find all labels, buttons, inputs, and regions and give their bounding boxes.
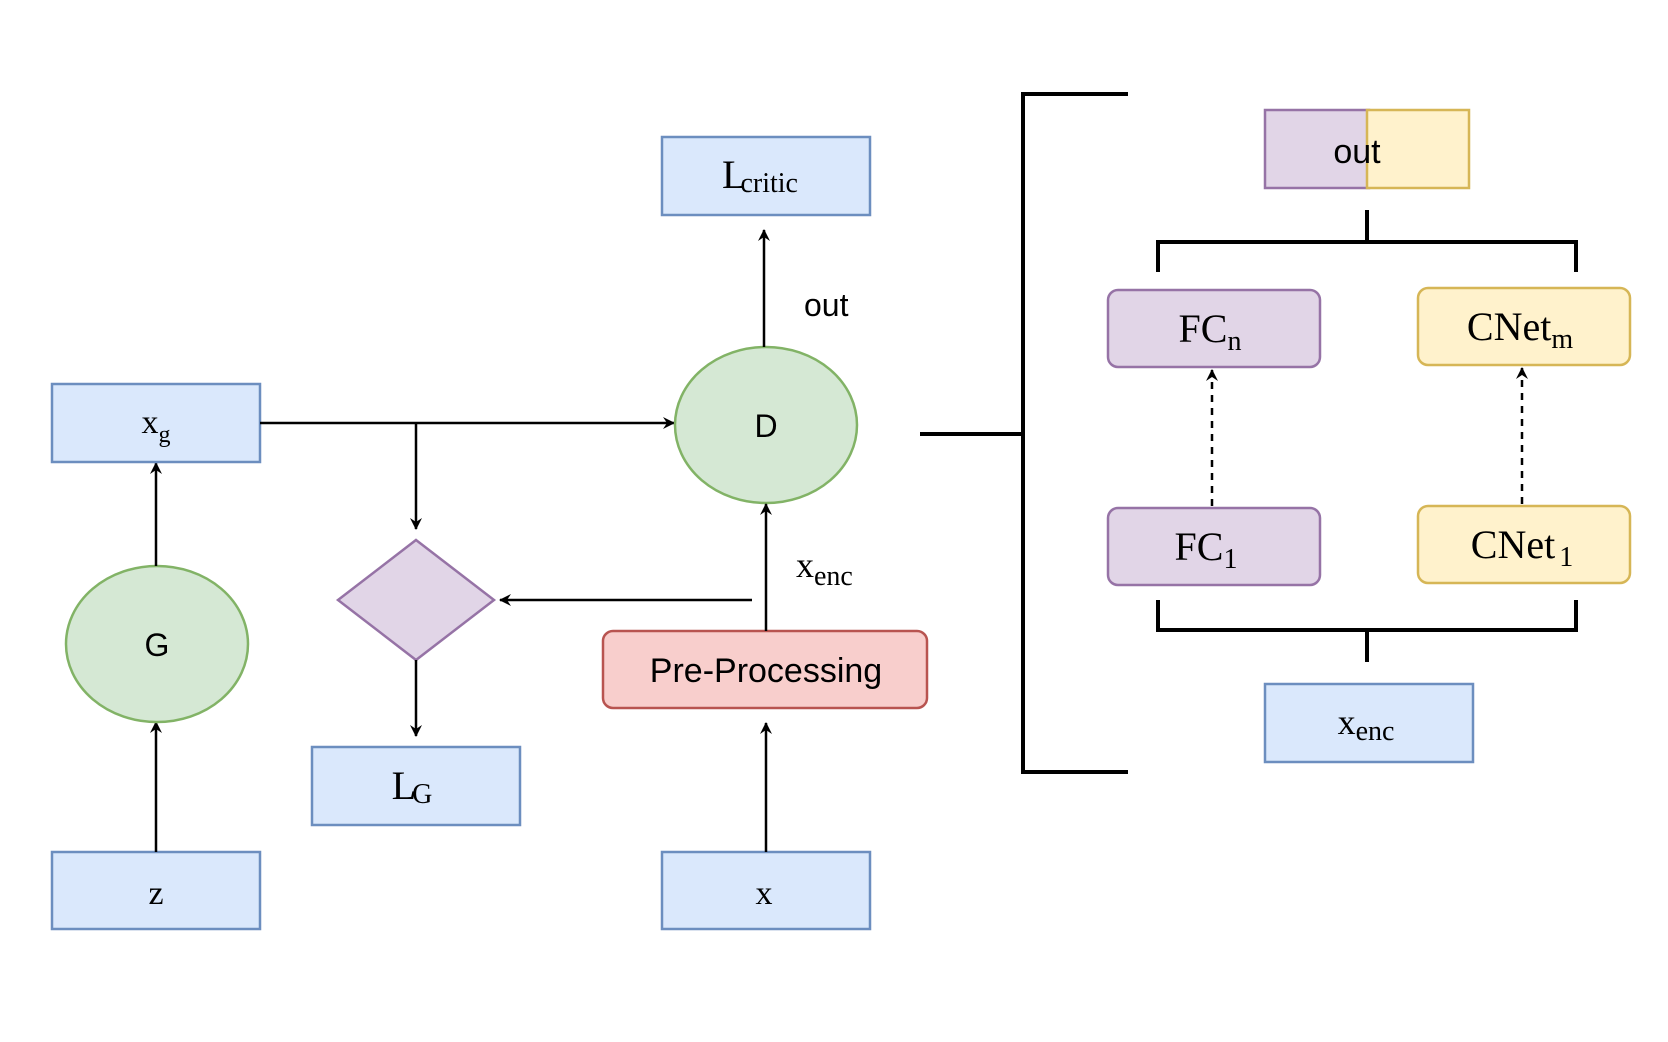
lg-label-main: L [392, 763, 416, 808]
detail-bracket [1021, 92, 1128, 774]
detail-xenc-node: xenc [1263, 682, 1475, 764]
fcn-box [1106, 288, 1322, 369]
z-label: z [148, 875, 163, 912]
xg-label-sub: g [159, 422, 171, 448]
fc1-box [1106, 506, 1322, 587]
cnet1-box [1416, 504, 1632, 585]
preproc-node: Pre-Processing [601, 629, 929, 710]
lcritic-box [660, 135, 872, 217]
cnetm-box [1416, 286, 1632, 367]
x-box [660, 850, 872, 931]
lcritic-label-main: L [722, 152, 746, 197]
lg-label: LG [392, 763, 433, 810]
detail-out-label: out [1333, 133, 1381, 171]
fc1-node: FC1 [1106, 506, 1322, 587]
cnet1-node: CNet 1 [1416, 504, 1632, 585]
x-node: x [660, 850, 872, 931]
cnetm-label-sub: m [1551, 324, 1573, 355]
lg-node: LG [310, 745, 522, 827]
xenc-edge-label: xenc [796, 545, 853, 592]
fc1-label: FC1 [1175, 524, 1238, 575]
detail-xenc-label-sub: enc [1356, 716, 1395, 747]
xg-label: xg [142, 404, 171, 448]
cnetm-label: CNetm [1467, 304, 1573, 355]
fcn-label-main: FC [1179, 306, 1228, 351]
xg-label-main: x [142, 404, 159, 441]
lcritic-label-sub: critic [740, 168, 798, 199]
xg-node: xg [50, 382, 262, 464]
detail-xenc-box [1263, 682, 1475, 764]
upper-bracket [1156, 240, 1578, 272]
g-label: G [145, 627, 170, 663]
cnet1-label-sub: 1 [1559, 542, 1573, 573]
z-box [50, 850, 262, 931]
fcn-label-sub: n [1227, 326, 1241, 357]
z-node: z [50, 850, 262, 931]
preproc-label: Pre-Processing [650, 652, 882, 690]
cnet1-label-main: CNet [1471, 522, 1555, 567]
lg-label-sub: G [412, 779, 432, 810]
d-label: D [754, 408, 777, 444]
fcn-label: FCn [1179, 306, 1242, 357]
fc1-label-sub: 1 [1223, 544, 1237, 575]
lg-box [310, 745, 522, 827]
cnet1-label: CNet 1 [1471, 522, 1573, 573]
detail-xenc-label-main: x [1338, 702, 1356, 742]
xg-box [50, 382, 262, 464]
d-node: D [673, 345, 859, 505]
cnetm-label-main: CNet [1467, 304, 1551, 349]
g-node: G [64, 564, 250, 724]
lower-bracket [1156, 600, 1578, 632]
loss-diamond [335, 538, 497, 662]
lcritic-node: Lcritic [660, 135, 872, 217]
fc1-label-main: FC [1175, 524, 1224, 569]
cnetm-node: CNetm [1416, 286, 1632, 367]
detail-out-node: out [1263, 108, 1471, 190]
fcn-node: FCn [1106, 288, 1322, 369]
x-label: x [756, 875, 773, 912]
xenc-edge-label-main: x [796, 545, 814, 585]
lcritic-label: Lcritic [722, 152, 798, 199]
xenc-edge-label-sub: enc [814, 561, 853, 592]
detail-out-yellow [1365, 108, 1471, 190]
out-edge-label: out [804, 287, 849, 323]
detail-xenc-label: xenc [1338, 702, 1395, 747]
